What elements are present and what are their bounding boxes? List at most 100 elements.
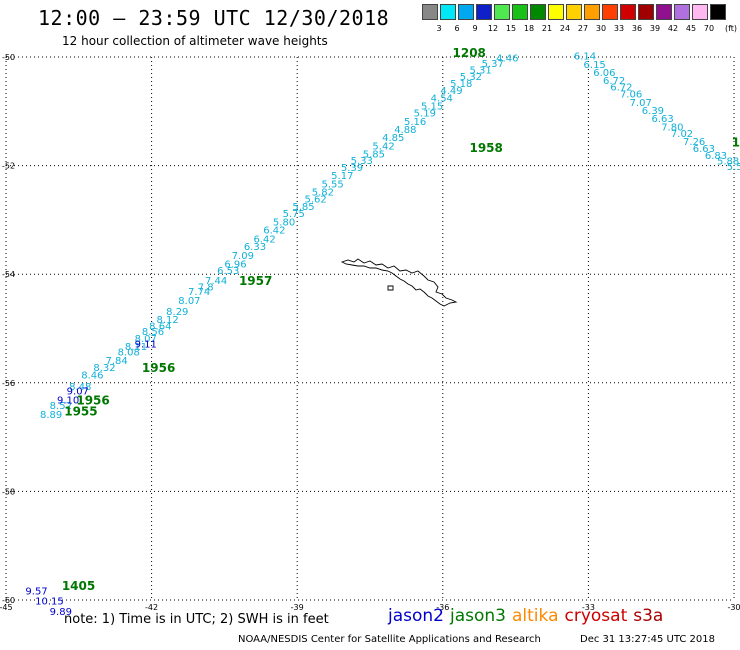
wave-height-label: 5.88 (717, 157, 739, 168)
lon-tick-label: -33 (582, 603, 595, 612)
scale-swatch (710, 4, 726, 20)
wave-height-label: 6.63 (651, 114, 673, 125)
wave-height-label: 4.54 (431, 94, 453, 105)
map-grid (5, 56, 735, 601)
legend-s3a: s3a (633, 606, 664, 626)
time-label: 1208 (453, 46, 486, 60)
scale-label: 70 (703, 24, 715, 33)
wave-height-label: 6.96 (224, 260, 246, 271)
wave-height-label: 8.08 (118, 348, 140, 359)
scale-swatch (422, 4, 438, 20)
wave-height-label: 8.07 (135, 334, 157, 345)
lat-tick-label: -54 (2, 270, 15, 279)
wave-height-label: 5.16 (404, 117, 426, 128)
wave-height-label: 9.89 (50, 607, 72, 618)
wave-height-label: 8.89 (40, 410, 62, 421)
scale-label: 6 (454, 24, 460, 33)
wave-height-label: 4.88 (394, 125, 416, 136)
lon-tick-label: -36 (436, 603, 449, 612)
south-georgia-island-outline (340, 258, 458, 307)
wave-height-label: 8.07 (178, 296, 200, 307)
wave-height-label: 4.85 (382, 133, 404, 144)
scale-swatch (440, 4, 456, 20)
island-shoal-outline (387, 285, 394, 291)
time-label: 1955 (64, 404, 97, 418)
scale-label: 18 (523, 24, 535, 33)
lat-tick-label: -58 (2, 487, 15, 496)
scale-swatch (656, 4, 672, 20)
wave-height-label: 4.46 (496, 53, 518, 64)
scale-label: 3 (436, 24, 442, 33)
page-title: 12:00 – 23:59 UTC 12/30/2018 (38, 6, 390, 30)
wave-height-label: 8.46 (81, 370, 103, 381)
wave-height-label: 7.84 (105, 356, 127, 367)
scale-label: 30 (595, 24, 607, 33)
wave-height-label: 6.14 (574, 52, 596, 63)
scale-swatch (476, 4, 492, 20)
wave-height-label: 4.49 (440, 86, 462, 97)
wave-height-label: 6.33 (244, 242, 266, 253)
wave-height-label: 5.32 (460, 72, 482, 83)
wave-height-label: 7.80 (661, 122, 683, 133)
footer-note: note: 1) Time is in UTC; 2) SWH is in fe… (64, 612, 329, 627)
wave-height-label: 5.55 (321, 179, 343, 190)
wave-height-label: 7.06 (620, 90, 642, 101)
wave-height-label: 7.26 (683, 137, 705, 148)
wave-height-label: 6.72 (610, 83, 632, 94)
lat-tick-label: -60 (2, 596, 15, 605)
scale-swatch (674, 4, 690, 20)
page-subtitle: 12 hour collection of altimeter wave hei… (62, 34, 328, 48)
wave-height-label: 5.18 (450, 79, 472, 90)
wave-height-label: 9.10 (57, 395, 79, 406)
wave-height-label: 6.39 (642, 106, 664, 117)
wave-height-label: 8.11 (125, 342, 147, 353)
time-label: 1956 (142, 361, 175, 375)
wave-height-label: 8.64 (149, 322, 171, 333)
wave-height-label: 6.06 (593, 68, 615, 79)
legend-jason2: jason2 (388, 606, 444, 626)
wave-height-label: 7.8 (198, 282, 214, 293)
wave-height-label: 5.33 (351, 156, 373, 167)
wave-height-label: 6.83 (705, 151, 727, 162)
wave-height-label: 5.5 (727, 162, 740, 173)
scale-label: 42 (667, 24, 679, 33)
wave-height-label: 8.52 (50, 401, 72, 412)
scale-label: 9 (472, 24, 478, 33)
scale-swatch (566, 4, 582, 20)
scale-swatch (620, 4, 636, 20)
lon-tick-label: -39 (291, 603, 304, 612)
timestamp-text: Dec 31 13:27:45 UTC 2018 (580, 634, 715, 645)
wave-height-label: 5.80 (273, 217, 295, 228)
scale-label: 12 (487, 24, 499, 33)
scale-swatch (530, 4, 546, 20)
scale-label: 36 (631, 24, 643, 33)
wave-height-label: 7.44 (205, 276, 227, 287)
lon-tick-label: -42 (145, 603, 158, 612)
wave-height-label: 10.15 (35, 596, 64, 607)
lon-tick-label: -45 (0, 603, 13, 612)
wave-height-label: 5.75 (283, 209, 305, 220)
wave-height-label: 9.07 (67, 387, 89, 398)
wave-height-label: 5.42 (372, 141, 394, 152)
wave-height-label: 5.85 (292, 202, 314, 213)
wave-height-label: 6.63 (693, 144, 715, 155)
satellite-legend: jason2 jason3 altika cryosat s3a (388, 606, 669, 626)
time-label: 1 (732, 136, 740, 150)
time-label: 1405 (62, 579, 95, 593)
wave-height-label: 5.19 (414, 109, 436, 120)
wave-height-label: 8.12 (156, 315, 178, 326)
scale-label: 27 (577, 24, 589, 33)
wave-height-label: 6.15 (584, 60, 606, 71)
wave-height-label: 8.29 (166, 307, 188, 318)
scale-swatch (692, 4, 708, 20)
lat-tick-label: -56 (2, 379, 15, 388)
scale-label: 39 (649, 24, 661, 33)
wave-height-label: 5.85 (363, 149, 385, 160)
wave-height-label: 9.57 (25, 587, 47, 598)
scale-label: 15 (505, 24, 517, 33)
wave-height-label: 5.39 (341, 163, 363, 174)
wave-height-label: 5.15 (421, 102, 443, 113)
wave-height-label: 7.02 (671, 129, 693, 140)
time-label: 1958 (469, 141, 502, 155)
